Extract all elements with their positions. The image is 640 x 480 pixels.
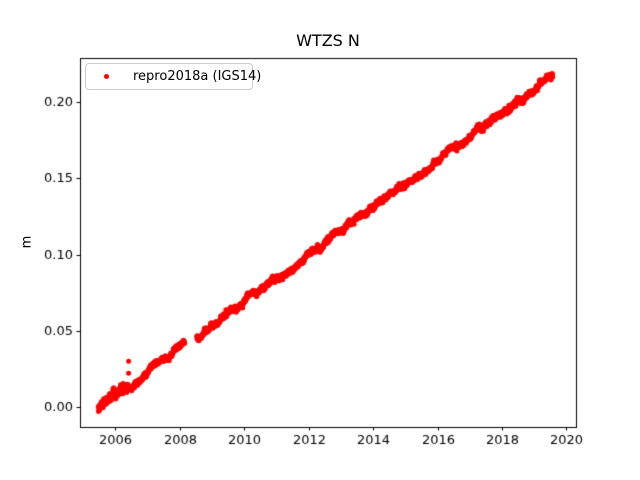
y-axis-label: m	[19, 235, 35, 249]
legend-marker-icon	[104, 74, 109, 79]
chart-title: WTZS N	[296, 31, 360, 50]
legend-label: repro2018a (IGS14)	[133, 69, 262, 84]
legend: repro2018a (IGS14)	[85, 63, 261, 90]
